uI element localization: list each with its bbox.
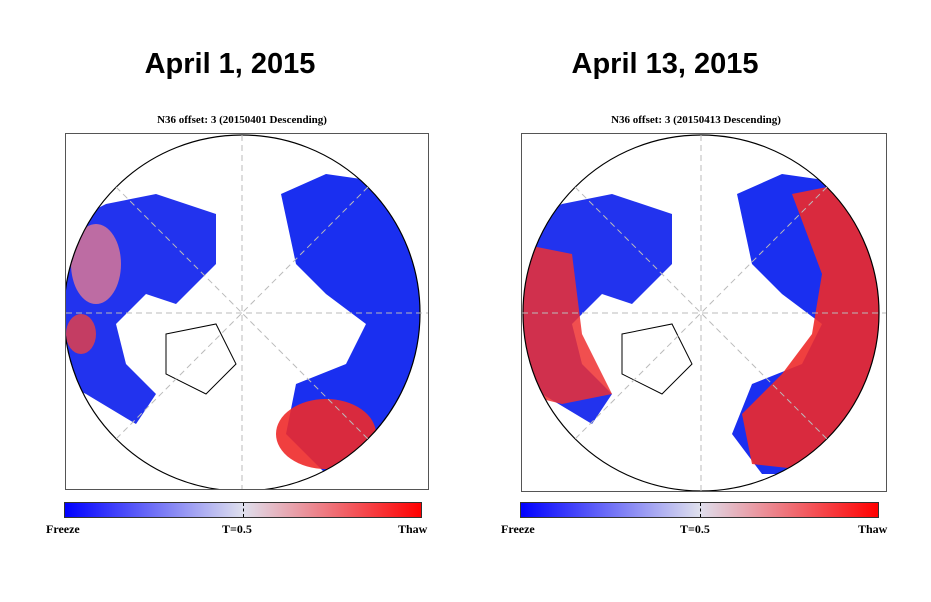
map-frame bbox=[63, 133, 429, 492]
thaw-region bbox=[523, 244, 612, 404]
greenland bbox=[165, 323, 237, 395]
thaw-region bbox=[66, 314, 96, 354]
panel-date: April 13, 2015 bbox=[571, 48, 759, 80]
graticule bbox=[66, 135, 428, 491]
map-subtitle: N36 offset: 3 (20150413 Descending) bbox=[611, 114, 781, 126]
polar-map bbox=[522, 134, 886, 492]
colorbar bbox=[520, 502, 879, 518]
greenland bbox=[621, 323, 693, 395]
panel-date: April 1, 2015 bbox=[144, 48, 316, 80]
eurasia-landmass bbox=[281, 174, 420, 474]
colorbar-mid-label: T=0.5 bbox=[222, 522, 252, 536]
polar-map bbox=[63, 134, 428, 492]
map-subtitle: N36 offset: 3 (20150401 Descending) bbox=[157, 114, 327, 126]
thaw-region bbox=[276, 399, 376, 469]
map-frame bbox=[521, 133, 887, 492]
colorbar-max-label: Thaw bbox=[858, 522, 888, 536]
colorbar-min-label: Freeze bbox=[501, 522, 535, 536]
thaw-region bbox=[742, 184, 879, 474]
graticule bbox=[522, 135, 886, 491]
colorbar-mid-label: T=0.5 bbox=[680, 522, 710, 536]
thaw-region bbox=[71, 224, 121, 304]
colorbar bbox=[64, 502, 422, 518]
colorbar-max-label: Thaw bbox=[398, 522, 428, 536]
colorbar-min-label: Freeze bbox=[46, 522, 80, 536]
